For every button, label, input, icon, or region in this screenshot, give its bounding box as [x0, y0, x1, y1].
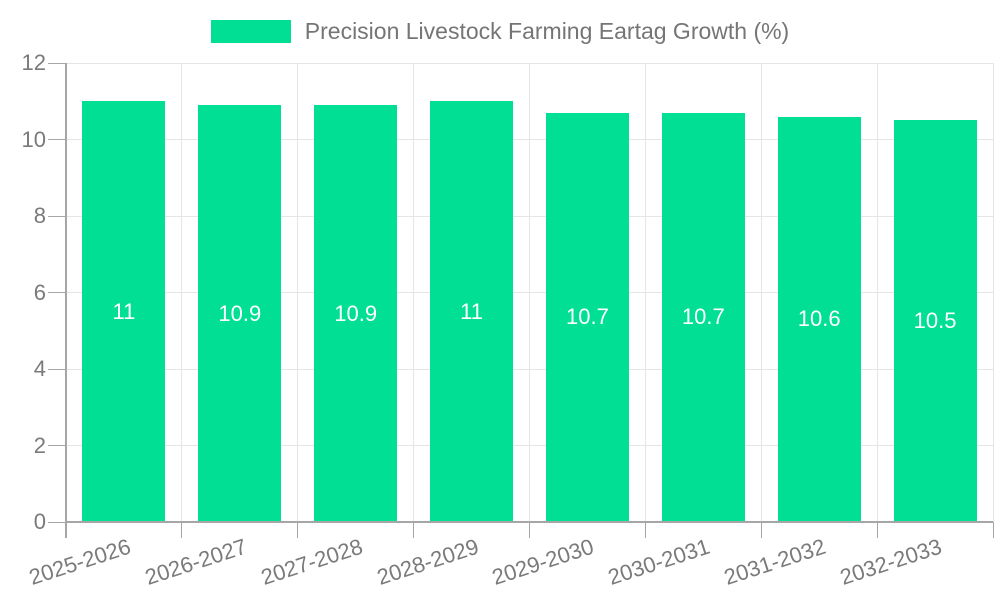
x-tick: [992, 522, 994, 538]
y-tick-label: 2: [33, 432, 46, 458]
y-tick-label: 10: [21, 126, 46, 152]
x-gridline: [413, 63, 415, 522]
x-tick: [760, 522, 762, 538]
y-tick: [48, 62, 66, 64]
bar[interactable]: [198, 105, 282, 522]
x-gridline: [529, 63, 530, 522]
x-tick: [413, 522, 415, 538]
bar[interactable]: [430, 101, 514, 522]
bar[interactable]: [777, 116, 861, 522]
y-tick: [48, 445, 66, 446]
y-tick: [48, 368, 66, 370]
bar[interactable]: [661, 112, 745, 522]
x-gridline: [297, 63, 299, 522]
x-tick: [876, 522, 878, 538]
bar-value-label: 10.9: [334, 300, 378, 326]
x-axis-line: [66, 521, 993, 523]
legend: Precision Livestock Farming Eartag Growt…: [0, 18, 1000, 45]
bar[interactable]: [82, 101, 166, 522]
bar-value-label: 11: [460, 298, 483, 324]
x-tick: [644, 522, 646, 538]
bar-value-label: 10.7: [681, 304, 725, 330]
legend-item[interactable]: Precision Livestock Farming Eartag Growt…: [210, 18, 790, 45]
y-tick-label: 4: [33, 356, 46, 381]
y-tick-label: 8: [33, 203, 46, 228]
x-gridline: [181, 63, 183, 522]
bar-value-label: 10.7: [566, 304, 609, 330]
y-tick: [48, 215, 66, 217]
x-tick: [529, 522, 530, 538]
bar[interactable]: [893, 120, 977, 522]
bar-value-label: 10.5: [913, 308, 957, 334]
bar-value-label: 10.6: [797, 306, 841, 332]
y-tick: [48, 292, 66, 293]
bar[interactable]: [545, 112, 629, 522]
y-tick-label: 6: [33, 279, 46, 305]
x-gridline: [992, 63, 994, 522]
legend-swatch-icon: [210, 20, 291, 43]
bar-value-label: 11: [112, 298, 136, 324]
y-tick: [48, 139, 66, 140]
x-gridline: [876, 63, 878, 522]
legend-label: Precision Livestock Farming Eartag Growt…: [304, 18, 790, 44]
y-tick: [48, 521, 66, 523]
bar-value-label: 10.9: [218, 300, 262, 326]
x-gridline: [644, 63, 646, 522]
bar[interactable]: [314, 105, 398, 522]
y-tick-label: 12: [21, 50, 46, 75]
x-tick: [297, 522, 299, 538]
x-gridline: [760, 63, 762, 522]
y-axis-line: [65, 63, 67, 538]
y-tick-label: 0: [33, 509, 46, 534]
x-tick: [181, 522, 183, 538]
